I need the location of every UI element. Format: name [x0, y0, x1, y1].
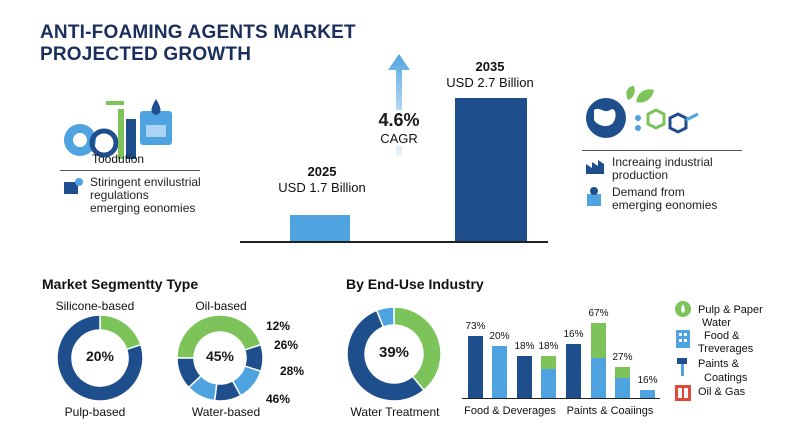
- droplet-icon: [140, 99, 172, 145]
- industry-value-label-1: 73%: [465, 320, 486, 332]
- legend-label-3: Food &: [704, 330, 740, 342]
- cagr-label: CAGR: [366, 131, 432, 146]
- segment-type-title: Market Segmentty Type: [42, 276, 199, 292]
- left-driver-line-2: regulations: [90, 188, 149, 202]
- right-driver-2-line-2: emerging eonomies: [612, 198, 718, 212]
- globe-icon: [586, 98, 626, 138]
- donut-2-slice-label-2: 26%: [274, 338, 299, 352]
- donut-3-bottom-label: Water Treatment: [350, 405, 440, 419]
- growth-year-2035: 2035: [475, 59, 505, 74]
- right-driver-1-line-2: production: [612, 168, 669, 182]
- industry-bar-8-blue: [640, 390, 655, 398]
- title-line-2: PROJECTED GROWTH: [40, 44, 252, 65]
- industry-value-label-3: 18%: [514, 341, 535, 353]
- donut-chart-type-left: [56, 314, 144, 402]
- left-panel-divider: [60, 170, 200, 171]
- donut1-slice-1: [99, 314, 142, 351]
- legend-label-4: Treverages: [698, 343, 754, 355]
- legend-label-1: Pulp & Paper: [698, 304, 763, 316]
- page-title: ANTI-FOAMING AGENTS MARKET PROJECTED GRO…: [40, 22, 356, 66]
- industry-value-label-5: 16%: [563, 329, 584, 341]
- donut3-slice-2: [346, 309, 426, 402]
- industry-bar-5-navy: [566, 344, 581, 398]
- left-driver-text: Stiringent envilustrial regulations emer…: [90, 176, 201, 215]
- industry-value-label-2: 20%: [489, 331, 510, 343]
- left-panel-label: Toodution: [92, 152, 145, 166]
- paper-icon: [675, 301, 691, 317]
- left-driver-line-3: emerging eonomies: [90, 201, 196, 215]
- donut-1-center-label: 20%: [85, 348, 115, 364]
- donut-chart-type-right: [176, 314, 264, 402]
- donut2-slice-6: [176, 357, 203, 389]
- donut2-slice-1: [176, 314, 262, 359]
- chevron-up-icon: [388, 54, 410, 156]
- growth-year-2025: 2025: [307, 164, 337, 179]
- industry-bar-7-green: [615, 367, 630, 378]
- donut3-slice-3: [375, 306, 395, 329]
- industry-legend: Pulp & Paper Water Food & Treverages Pai…: [672, 300, 792, 420]
- chemical-molecule-icon: [635, 108, 699, 134]
- legend-label-5: Paints &: [698, 358, 739, 370]
- donut-2-center-label: 45%: [205, 348, 235, 364]
- right-driver-1-text: Increaing industrial production: [612, 156, 713, 182]
- donut-2-top-label: Oil-based: [195, 299, 247, 313]
- right-driver-2-text: Demand from emerging eonomies: [612, 186, 717, 212]
- gear-icon: [64, 124, 96, 156]
- industry-bar-4-blue: [541, 369, 556, 398]
- right-driver-2-line-1: Demand from: [612, 185, 685, 199]
- industry-category-1: Food & Deverages: [464, 405, 556, 417]
- industry-value-label-6: 67%: [588, 308, 609, 320]
- industry-chart-axis: [462, 398, 660, 399]
- industry-bar-7-blue: [615, 377, 630, 398]
- donut-chart-end-use: [346, 306, 442, 402]
- building-icon: [64, 178, 83, 194]
- industry-value-label-8: 16%: [637, 375, 658, 387]
- building-icon-legend: [676, 330, 690, 348]
- industry-category-2: Paints & Coaiings: [566, 405, 654, 417]
- donut-3-center-label: 39%: [378, 344, 410, 361]
- growth-bar-2025: [290, 215, 350, 241]
- growth-bar-2035: [455, 98, 527, 241]
- legend-label-7: Oil & Gas: [698, 386, 746, 398]
- legend-label-6: Coatings: [704, 372, 748, 384]
- leaf-icon: [626, 86, 654, 103]
- industry-bar-2-blue: [492, 346, 507, 398]
- industry-bar-6-blue: [591, 358, 606, 398]
- paint-icon: [677, 358, 687, 376]
- industry-bar-4-green: [541, 356, 556, 370]
- industry-bar-3-navy: [517, 356, 532, 398]
- donut-2-bottom-label: Water-based: [191, 405, 261, 419]
- left-illustration: [64, 99, 172, 159]
- oil-gas-icon: [675, 385, 691, 401]
- legend-label-2: Water: [702, 317, 731, 329]
- donut-2-slice-label-4: 46%: [266, 392, 291, 406]
- right-panel-divider: [582, 150, 742, 151]
- growth-chart-axis: [240, 241, 548, 243]
- industry-value-label-4: 18%: [538, 341, 559, 353]
- donut3-slice-1: [393, 306, 442, 392]
- drop-icon: [89, 128, 119, 158]
- title-line-1: ANTI-FOAMING AGENTS MARKET: [40, 22, 356, 43]
- demand-icon: [587, 187, 601, 206]
- donut-1-top-label: Silicone-based: [55, 299, 135, 313]
- donut-1-bottom-label: Pulp-based: [64, 405, 126, 419]
- right-driver-1-line-1: Increaing industrial: [612, 155, 713, 169]
- factory-icon-small: [586, 160, 604, 174]
- donut-2-slice-label-3: 28%: [280, 364, 305, 378]
- end-use-title: By End-Use Industry: [346, 276, 484, 292]
- donut-2-slice-label-1: 12%: [266, 319, 291, 333]
- cagr-value: 4.6%: [366, 110, 432, 131]
- growth-value-2025: USD 1.7 Billion: [278, 180, 366, 195]
- right-illustration: [586, 86, 699, 138]
- industry-value-label-7: 27%: [612, 352, 633, 364]
- growth-value-2035: USD 2.7 Billion: [446, 75, 534, 90]
- donut1-slice-2: [56, 314, 144, 402]
- factory-icon: [106, 101, 136, 159]
- industry-bar-1-navy: [468, 335, 483, 398]
- left-driver-line-1: Stiringent envilustrial: [90, 175, 201, 189]
- industry-bar-6-green: [591, 323, 606, 359]
